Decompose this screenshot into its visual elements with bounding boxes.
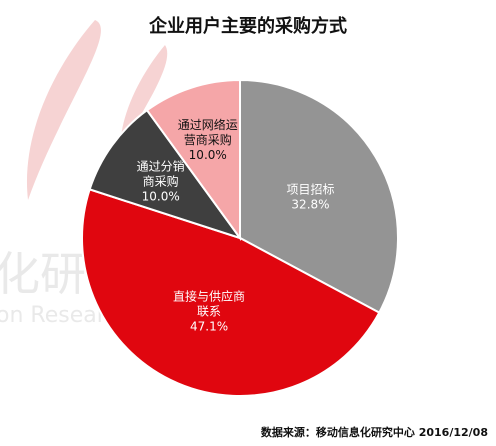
slice-category-label: 通过网络运 [178,117,238,132]
slice-percent-label: 47.1% [190,320,228,334]
slice-category-label: 联系 [197,305,221,319]
pie-slice [145,78,241,242]
slice-category-label: 商采购 [143,173,179,188]
data-source-note: 数据来源：移动信息化研究中心 2016/12/08 [260,426,488,439]
slice-category-label: 直接与供应商 [173,289,245,304]
pie-slice [239,78,399,315]
slice-category-label: 通过分销 [137,159,185,173]
chart-title: 企业用户主要的采购方式 [149,16,347,37]
slice-percent-label: 32.8% [291,197,329,211]
pie-slice [88,108,243,240]
pie-slice [81,188,381,397]
slice-percent-label: 10.0% [142,189,180,203]
slice-category-label: 营商采购 [184,132,232,147]
slice-percent-label: 10.0% [189,148,227,162]
slice-category-label: 项目招标 [286,182,334,196]
